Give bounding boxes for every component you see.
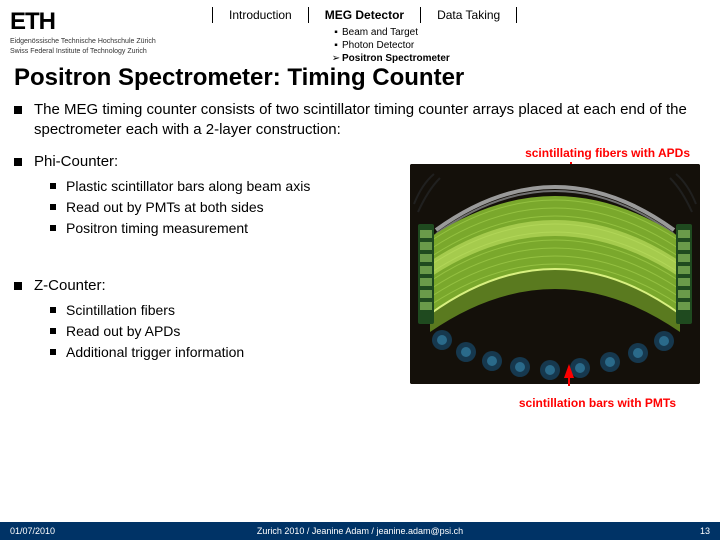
eth-logo-block: ETH Eidgenössische Technische Hochschule… bbox=[10, 6, 210, 55]
square-bullet-icon bbox=[50, 225, 56, 231]
list-item: Positron timing measurement bbox=[50, 218, 394, 239]
phi-counter-head: Phi-Counter: bbox=[14, 153, 394, 170]
nav-tab-introduction: Introduction bbox=[215, 8, 306, 22]
eth-logo: ETH bbox=[10, 8, 210, 36]
list-item: Read out by PMTs at both sides bbox=[50, 197, 394, 218]
footer-center: Zurich 2010 / Jeanine Adam / jeanine.ada… bbox=[257, 526, 463, 536]
nav-tab-data-taking: Data Taking bbox=[423, 8, 514, 22]
square-bullet-icon bbox=[14, 282, 22, 290]
list-text: Positron timing measurement bbox=[66, 218, 248, 239]
nav-tabs: Introduction MEG Detector Data Taking bbox=[210, 6, 710, 24]
sub-nav-label: Photon Detector bbox=[342, 40, 414, 51]
square-bullet-icon bbox=[50, 204, 56, 210]
logo-subtitle-1: Eidgenössische Technische Hochschule Zür… bbox=[10, 38, 210, 46]
list-item: Plastic scintillator bars along beam axi… bbox=[50, 176, 394, 197]
nav-tab-meg-detector: MEG Detector bbox=[311, 8, 418, 22]
sub-nav-item: ▪Photon Detector bbox=[330, 39, 710, 52]
nav-area: Introduction MEG Detector Data Taking ▪B… bbox=[210, 6, 710, 65]
list-text: Read out by PMTs at both sides bbox=[66, 197, 264, 218]
z-counter-label: Z-Counter: bbox=[34, 277, 106, 294]
square-bullet-icon bbox=[50, 349, 56, 355]
list-item: Scintillation fibers bbox=[50, 300, 394, 321]
square-bullet-icon bbox=[50, 307, 56, 313]
arrow-up-icon bbox=[564, 364, 574, 378]
detector-image bbox=[410, 164, 700, 384]
list-item: Read out by APDs bbox=[50, 321, 394, 342]
z-counter-list: Scintillation fibers Read out by APDs Ad… bbox=[50, 300, 394, 363]
list-text: Read out by APDs bbox=[66, 321, 180, 342]
sub-nav: ▪Beam and Target ▪Photon Detector ➢Posit… bbox=[330, 26, 710, 65]
footer: 01/07/2010 Zurich 2010 / Jeanine Adam / … bbox=[0, 522, 720, 540]
phi-counter-label: Phi-Counter: bbox=[34, 153, 118, 170]
footer-page: 13 bbox=[700, 526, 710, 536]
logo-subtitle-2: Swiss Federal Institute of Technology Zu… bbox=[10, 48, 210, 56]
square-bullet-icon bbox=[14, 106, 22, 114]
list-text: Additional trigger information bbox=[66, 342, 244, 363]
page-title: Positron Spectrometer: Timing Counter bbox=[0, 60, 720, 100]
sub-nav-label: Beam and Target bbox=[342, 27, 418, 38]
content-area: The MEG timing counter consists of two s… bbox=[0, 100, 720, 363]
image-caption-top: scintillating fibers with APDs bbox=[525, 146, 690, 160]
square-bullet-icon bbox=[14, 158, 22, 166]
list-text: Scintillation fibers bbox=[66, 300, 175, 321]
image-caption-bottom: scintillation bars with PMTs bbox=[519, 396, 676, 410]
sub-nav-label: Positron Spectrometer bbox=[342, 53, 450, 64]
square-bullet-icon bbox=[50, 183, 56, 189]
list-text: Plastic scintillator bars along beam axi… bbox=[66, 176, 310, 197]
intro-text: The MEG timing counter consists of two s… bbox=[34, 100, 706, 139]
intro-bullet: The MEG timing counter consists of two s… bbox=[14, 100, 706, 139]
square-bullet-icon bbox=[50, 328, 56, 334]
phi-counter-list: Plastic scintillator bars along beam axi… bbox=[50, 176, 394, 239]
list-item: Additional trigger information bbox=[50, 342, 394, 363]
sub-nav-item: ▪Beam and Target bbox=[330, 26, 710, 39]
detector-svg bbox=[410, 164, 700, 384]
footer-date: 01/07/2010 bbox=[10, 526, 55, 536]
z-counter-head: Z-Counter: bbox=[14, 277, 394, 294]
